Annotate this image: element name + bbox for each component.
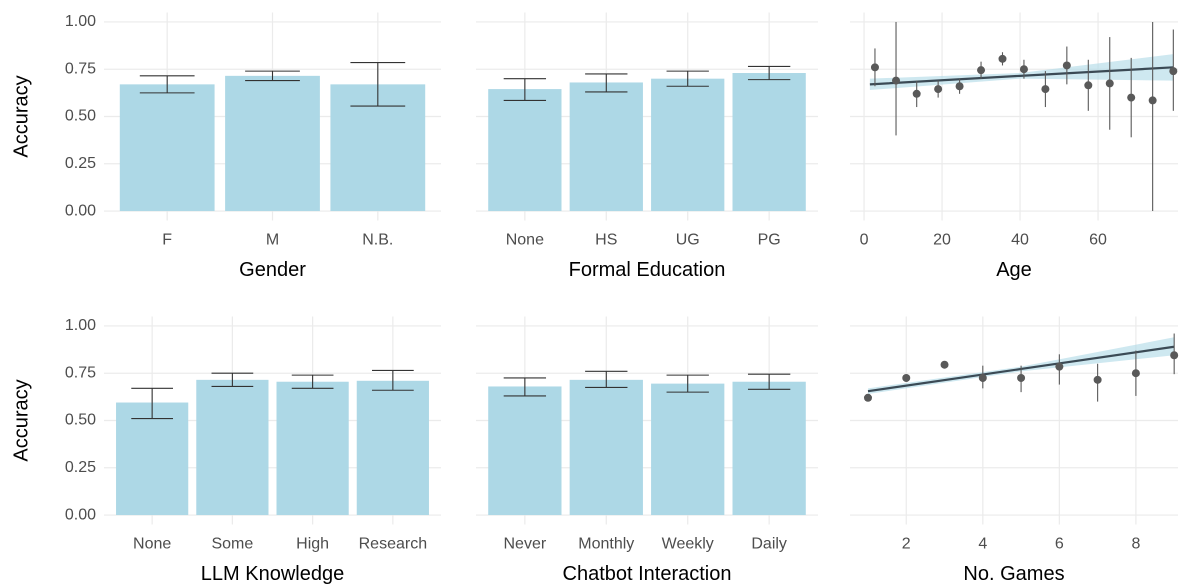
x-tick-label: High	[296, 536, 329, 553]
error-bar	[666, 374, 709, 393]
point	[870, 63, 879, 72]
point	[1062, 61, 1071, 70]
point	[1017, 373, 1026, 382]
error-bar	[666, 70, 709, 87]
error-bar	[503, 78, 547, 101]
point	[1041, 85, 1050, 94]
x-tick-label: Research	[359, 536, 427, 553]
point	[1105, 79, 1114, 88]
point	[1131, 369, 1140, 378]
x-tick-label: M	[266, 232, 279, 249]
x-tick-label: None	[133, 536, 171, 553]
error-bar	[245, 70, 300, 82]
y-tick-label: 1.00	[65, 317, 96, 334]
point	[1170, 351, 1179, 360]
error-bar	[291, 374, 334, 389]
x-tick-label: Some	[211, 536, 253, 553]
x-axis-title: LLM Knowledge	[201, 563, 344, 585]
point	[940, 360, 949, 369]
point	[934, 85, 943, 94]
point	[863, 393, 872, 402]
x-axis-title: Age	[996, 259, 1032, 281]
error-bar	[747, 373, 791, 390]
point	[978, 373, 987, 382]
point	[1148, 96, 1157, 105]
x-axis-title: Gender	[239, 259, 306, 281]
bar	[488, 386, 562, 516]
x-tick-label: 4	[978, 536, 987, 553]
x-tick-label: PG	[758, 232, 781, 249]
error-bar	[747, 65, 791, 81]
x-tick-label: 60	[1089, 232, 1107, 249]
x-tick-label: 40	[1011, 232, 1029, 249]
bar	[569, 82, 643, 212]
error-bar	[585, 73, 628, 93]
bar	[196, 379, 269, 516]
point	[1127, 93, 1136, 102]
y-tick-label: 0.25	[65, 155, 96, 172]
error-bar	[139, 75, 195, 94]
y-axis-title: Accuracy	[10, 75, 32, 157]
point	[1093, 375, 1102, 384]
x-tick-label: Monthly	[578, 536, 634, 553]
point	[892, 76, 901, 85]
y-tick-label: 0.75	[65, 60, 96, 77]
y-tick-label: 0.50	[65, 108, 96, 125]
x-tick-label: None	[506, 232, 544, 249]
trend-line	[869, 66, 1174, 86]
bar	[116, 402, 189, 516]
error-bar	[585, 370, 628, 388]
x-tick-label: 6	[1055, 536, 1064, 553]
x-axis-title: No. Games	[963, 563, 1064, 585]
point	[902, 373, 911, 382]
bar	[732, 73, 806, 212]
point	[955, 82, 964, 91]
point	[1055, 362, 1064, 371]
point	[912, 89, 921, 98]
point	[977, 66, 986, 75]
y-tick-label: 0.75	[65, 364, 96, 381]
error-bar	[211, 372, 254, 388]
bar	[119, 84, 215, 212]
bar	[276, 381, 349, 516]
point	[998, 54, 1007, 63]
y-tick-label: 0.25	[65, 459, 96, 476]
x-tick-label: 2	[902, 536, 911, 553]
y-tick-label: 0.50	[65, 412, 96, 429]
x-tick-label: 0	[860, 232, 869, 249]
x-axis-title: Formal Education	[569, 259, 726, 281]
point	[1169, 67, 1178, 76]
x-axis-title: Chatbot Interaction	[563, 563, 732, 585]
x-tick-label: 8	[1131, 536, 1140, 553]
x-tick-label: HS	[595, 232, 617, 249]
bar	[732, 381, 806, 516]
bar	[651, 78, 725, 212]
bar	[225, 75, 320, 212]
point	[1084, 81, 1093, 90]
x-tick-label: N.B.	[362, 232, 393, 249]
y-axis-title: Accuracy	[10, 379, 32, 461]
bar	[651, 383, 725, 516]
x-tick-label: Weekly	[662, 536, 714, 553]
error-bar	[371, 369, 414, 391]
point	[1019, 65, 1028, 74]
x-tick-label: 20	[933, 232, 951, 249]
x-tick-label: UG	[676, 232, 700, 249]
y-tick-label: 1.00	[65, 13, 96, 30]
x-tick-label: F	[162, 232, 172, 249]
y-tick-label: 0.00	[65, 506, 96, 523]
y-tick-label: 0.00	[65, 202, 96, 219]
x-tick-label: Never	[504, 536, 547, 553]
error-bar	[350, 62, 406, 107]
bar	[356, 380, 429, 516]
x-tick-label: Daily	[751, 536, 787, 553]
error-bar	[503, 377, 547, 397]
error-bar	[131, 387, 174, 420]
bar	[569, 379, 643, 516]
bar	[488, 89, 562, 212]
